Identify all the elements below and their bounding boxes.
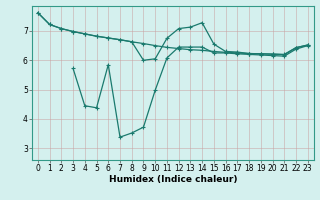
- X-axis label: Humidex (Indice chaleur): Humidex (Indice chaleur): [108, 175, 237, 184]
